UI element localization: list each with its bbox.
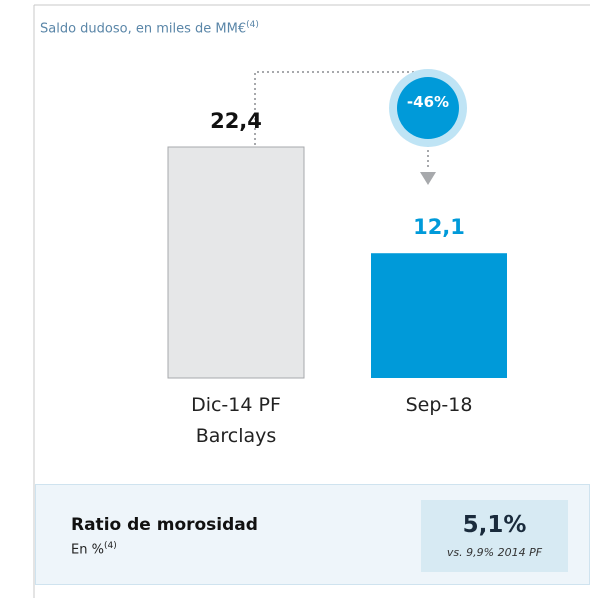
- bars: [167, 146, 507, 379]
- ratio-unit: En %: [71, 542, 104, 558]
- ratio-title: Ratio de morosidad: [71, 515, 258, 535]
- subtitle: Saldo dudoso, en miles de MM€(4): [40, 20, 259, 36]
- bar: [371, 253, 507, 378]
- subtitle-text: Saldo dudoso, en miles de MM€: [40, 21, 247, 37]
- ratio-box: Ratio de morosidad En %(4) 5,1% vs. 9,9%…: [35, 484, 590, 585]
- subtitle-note: (4): [246, 20, 259, 30]
- badge-label: -46%: [406, 93, 450, 111]
- ratio-value-box: 5,1% vs. 9,9% 2014 PF: [421, 500, 568, 572]
- arrow-head: [420, 172, 436, 185]
- ratio-comparison: vs. 9,9% 2014 PF: [446, 546, 543, 559]
- category-label: Dic-14 PF Barclays: [191, 394, 281, 447]
- value-label: 12,1: [413, 215, 465, 240]
- bar: [167, 146, 305, 379]
- ratio-note: (4): [103, 541, 117, 551]
- badge: [397, 77, 459, 139]
- value-label: 22,4: [210, 109, 262, 133]
- category-label: Sep-18: [405, 394, 473, 416]
- ratio-value: 5,1%: [462, 512, 527, 538]
- ratio-subtitle: En %(4): [71, 541, 117, 557]
